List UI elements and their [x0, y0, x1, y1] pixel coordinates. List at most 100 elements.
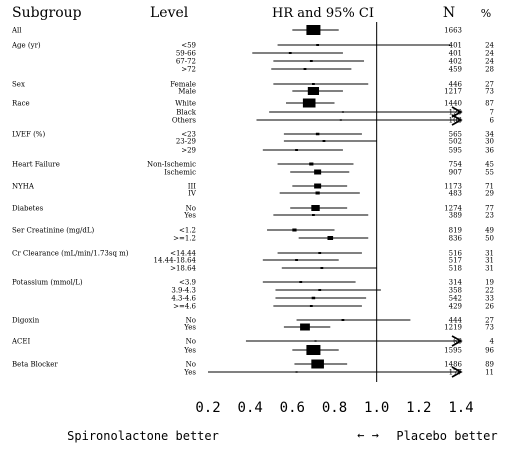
forest-row: Age (yr) <59 401 24 [11, 42, 495, 50]
ci-arrow-right [451, 366, 463, 378]
hr-point [316, 44, 320, 46]
percent-value: 31 [485, 250, 494, 258]
forest-row: Heart Failure Non-Ischemic 754 45 [12, 161, 494, 169]
footer-arrows: ← → [357, 428, 379, 442]
hr-point [327, 236, 334, 240]
x-tick-label: 0.4 [238, 400, 263, 416]
level-label: >29 [181, 147, 196, 155]
level-label: Ischemic [164, 169, 196, 177]
forest-row: Ischemic 907 55 [164, 169, 494, 177]
n-value: 446 [449, 81, 463, 89]
level-label: III [188, 183, 197, 191]
forest-row: >72 459 28 [181, 66, 494, 74]
hr-point [299, 281, 303, 283]
subgroup-label: NYHA [12, 183, 35, 191]
hr-point [295, 149, 298, 151]
forest-row: Yes 177 11 [183, 366, 494, 378]
level-label: <23 [181, 131, 196, 139]
x-axis-ticks: 0.2 0.4 0.6 0.8 1.0 1.2 1.4 [195, 400, 473, 416]
n-value: 595 [449, 147, 462, 155]
subgroup-label: All [11, 27, 22, 35]
level-label: Male [178, 88, 196, 96]
subgroup-label: ACEI [11, 338, 31, 346]
level-label: Black [176, 109, 196, 117]
forest-row: Others 103 6 [172, 114, 495, 126]
subgroup-label: Heart Failure [12, 161, 60, 169]
hr-point [309, 162, 314, 166]
header-hr-ci: HR and 95% CI [272, 6, 374, 21]
level-label: Yes [183, 347, 196, 355]
header-percent: % [481, 7, 491, 20]
n-value: 103 [449, 117, 462, 125]
hr-point [314, 340, 317, 342]
level-label: No [186, 205, 196, 213]
forest-row: Sex Female 446 27 [12, 81, 494, 89]
n-value: 1595 [444, 347, 462, 355]
hr-point [288, 52, 292, 54]
hr-point [295, 259, 298, 261]
ci-arrow-right [451, 106, 463, 118]
hr-point [315, 191, 320, 195]
percent-value: 22 [485, 287, 494, 295]
hr-point [341, 319, 345, 321]
forest-row: Cr Clearance (mL/min/1.73sq m) <14.44 516 3… [12, 250, 494, 258]
level-label: No [186, 361, 196, 369]
percent-value: 33 [485, 295, 494, 303]
hr-point [312, 214, 315, 216]
n-value: 401 [449, 50, 462, 58]
percent-value: 77 [485, 205, 494, 213]
header-n: N [443, 5, 455, 21]
forest-row: LVEF (%) <23 565 34 [12, 131, 495, 139]
forest-row: >=1.2 836 50 [173, 235, 494, 243]
hr-point [322, 140, 326, 142]
level-label: Yes [183, 212, 196, 220]
footer-left-label: Spironolactone better [67, 429, 219, 443]
level-label: 14.44-18.64 [154, 257, 197, 265]
forest-row: Black 120 7 [176, 106, 494, 118]
level-label: 23-29 [176, 138, 196, 146]
ci-arrow-right [451, 114, 463, 126]
n-value: 754 [449, 161, 463, 169]
percent-value: 28 [485, 66, 494, 74]
header-subgroup: Subgroup [12, 5, 82, 21]
level-label: Female [170, 81, 196, 89]
n-value: 1440 [444, 100, 462, 108]
hr-point [303, 68, 307, 70]
subgroup-label: Digoxin [12, 317, 40, 325]
subgroup-label: Age (yr) [11, 42, 41, 50]
percent-value: 89 [485, 361, 494, 369]
subgroup-label: Cr Clearance (mL/min/1.73sq m) [12, 250, 129, 258]
percent-value: 27 [485, 317, 494, 325]
level-label: Yes [183, 324, 196, 332]
hr-point [314, 169, 322, 175]
forest-row: All 1663 [11, 25, 462, 35]
hr-point [302, 98, 316, 108]
percent-value: 71 [485, 183, 494, 191]
percent-value: 19 [485, 279, 494, 287]
hr-point [306, 345, 321, 355]
percent-value: 24 [485, 42, 494, 50]
n-value: 502 [449, 138, 462, 146]
ci-arrow-right [451, 335, 463, 347]
x-tick-label: 1.0 [364, 400, 389, 416]
hr-point [307, 87, 320, 95]
percent-value: 50 [485, 235, 494, 243]
percent-value: 73 [485, 88, 494, 96]
subgroup-label: Ser Creatinine (mg/dL) [12, 227, 95, 235]
level-label: <3.9 [179, 279, 196, 287]
n-value: 542 [449, 295, 462, 303]
percent-value: 30 [485, 138, 494, 146]
level-label: Yes [183, 369, 196, 377]
level-label: White [175, 100, 196, 108]
n-value: 517 [449, 257, 462, 265]
footer-right-label: Placebo better [396, 429, 497, 443]
hr-point [318, 289, 322, 291]
forest-row: Potassium (mmol/L) <3.9 314 19 [12, 279, 494, 287]
forest-row: >29 595 36 [181, 147, 494, 155]
x-tick-label: 0.8 [322, 400, 347, 416]
header-level: Level [150, 5, 189, 21]
n-value: 836 [449, 235, 463, 243]
n-value: 402 [449, 58, 462, 66]
n-value: 401 [449, 42, 462, 50]
hr-point [341, 111, 344, 113]
